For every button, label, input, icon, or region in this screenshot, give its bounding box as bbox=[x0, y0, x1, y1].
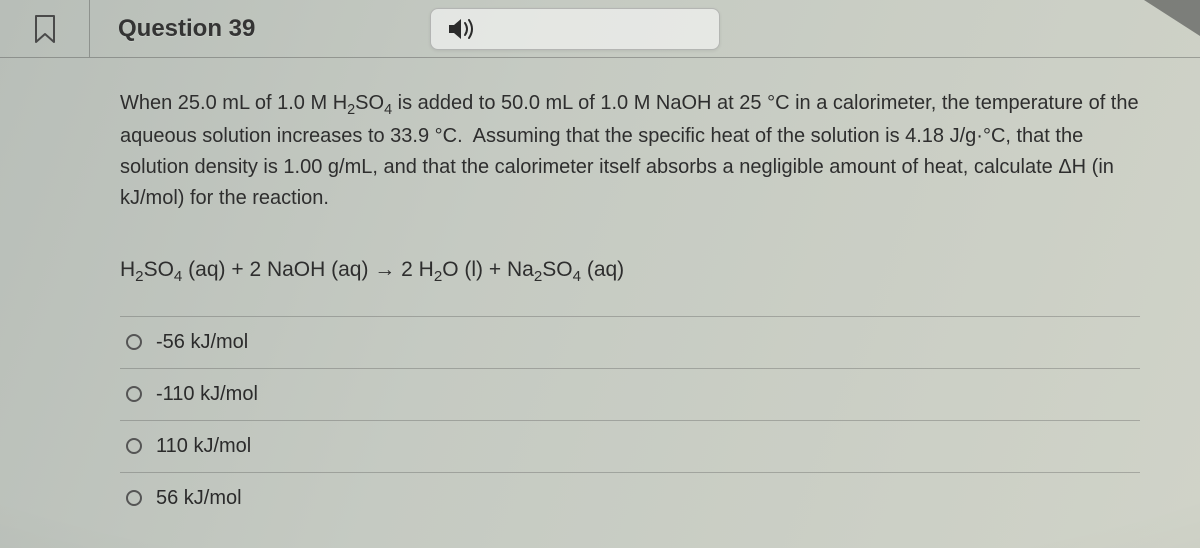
audio-play-button[interactable] bbox=[430, 8, 720, 50]
speaker-icon bbox=[447, 17, 479, 41]
radio-icon bbox=[126, 438, 142, 454]
answer-option[interactable]: -56 kJ/mol bbox=[120, 316, 1140, 368]
answer-option-label: -110 kJ/mol bbox=[156, 383, 258, 406]
corner-fold-icon bbox=[1144, 0, 1200, 36]
bookmark-button[interactable] bbox=[0, 0, 90, 57]
radio-icon bbox=[126, 334, 142, 350]
radio-icon bbox=[126, 490, 142, 506]
bookmark-icon bbox=[33, 14, 57, 44]
answer-option[interactable]: 56 kJ/mol bbox=[120, 472, 1140, 524]
answer-options: -56 kJ/mol -110 kJ/mol 110 kJ/mol 56 kJ/… bbox=[120, 316, 1140, 524]
answer-option[interactable]: 110 kJ/mol bbox=[120, 420, 1140, 472]
answer-option[interactable]: -110 kJ/mol bbox=[120, 368, 1140, 420]
answer-option-label: 110 kJ/mol bbox=[156, 435, 251, 458]
question-card: Question 39 When 25.0 mL of 1.0 M H2SO4 … bbox=[0, 0, 1200, 548]
answer-option-label: -56 kJ/mol bbox=[156, 331, 248, 354]
question-equation: H2SO4 (aq) + 2 NaOH (aq) → 2 H2O (l) + N… bbox=[120, 214, 1140, 307]
answer-option-label: 56 kJ/mol bbox=[156, 487, 242, 510]
question-header: Question 39 bbox=[0, 0, 1200, 58]
question-body: When 25.0 mL of 1.0 M H2SO4 is added to … bbox=[0, 58, 1200, 524]
question-title: Question 39 bbox=[90, 15, 255, 43]
question-prompt: When 25.0 mL of 1.0 M H2SO4 is added to … bbox=[120, 88, 1140, 214]
radio-icon bbox=[126, 386, 142, 402]
